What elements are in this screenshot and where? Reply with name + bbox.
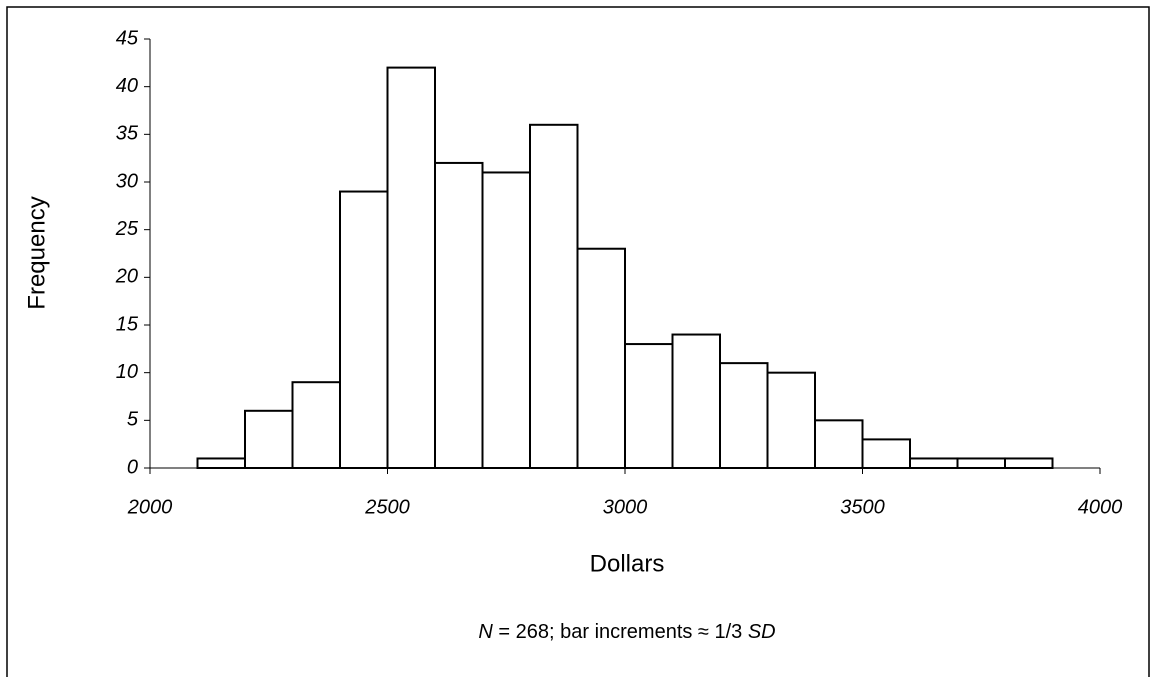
frame	[6, 6, 1150, 677]
bar	[956, 457, 1006, 470]
bar	[196, 457, 246, 470]
y-tick-label: 20	[115, 266, 138, 288]
bar	[1004, 457, 1054, 470]
note-part: SD	[748, 621, 776, 643]
y-axis-title: Frequency	[23, 196, 50, 309]
y-tick-label: 0	[127, 456, 138, 478]
y-tick-label: 45	[116, 27, 139, 49]
bar	[766, 371, 816, 469]
y-tick-label: 30	[116, 170, 138, 192]
bar	[861, 438, 911, 469]
bar	[529, 123, 579, 470]
x-axis-title: Dollars	[590, 550, 665, 577]
y-tick-label: 40	[116, 75, 138, 97]
x-tick-label: 4000	[1078, 496, 1123, 518]
bar	[339, 190, 389, 470]
bar	[814, 419, 864, 470]
bar	[719, 362, 769, 469]
bar	[291, 381, 341, 470]
y-tick-label: 15	[116, 313, 139, 335]
bar	[481, 171, 531, 469]
x-tick-label: 2000	[127, 496, 173, 518]
y-tick-label: 10	[116, 361, 138, 383]
bar	[909, 457, 959, 470]
note-part: = 268; bar increments ≈ 1/3	[493, 621, 748, 643]
bar	[624, 343, 674, 470]
x-tick-label: 3500	[840, 496, 885, 518]
y-tick-label: 35	[116, 123, 139, 145]
y-tick-label: 25	[115, 218, 139, 240]
note-part: N	[478, 621, 493, 643]
x-tick-label: 2500	[364, 496, 410, 518]
note: N = 268; bar increments ≈ 1/3 SD	[478, 621, 775, 643]
bar	[244, 409, 294, 469]
bar	[386, 66, 436, 469]
bar	[576, 247, 626, 469]
x-tick-label: 3000	[603, 496, 648, 518]
y-tick-label: 5	[127, 409, 139, 431]
bar	[671, 333, 721, 469]
bar	[434, 161, 484, 470]
